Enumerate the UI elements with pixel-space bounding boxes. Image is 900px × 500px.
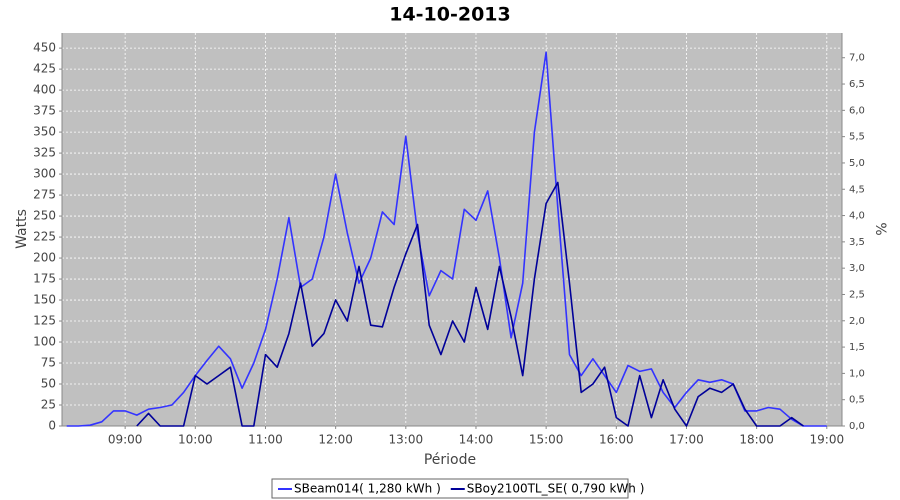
y-tick-label: 400 bbox=[33, 83, 56, 97]
x-tick-label: 17:00 bbox=[669, 433, 704, 447]
legend bbox=[271, 478, 629, 499]
series-line bbox=[66, 51, 827, 427]
legend-label: SBeam014( 1,280 kWh ) bbox=[294, 482, 441, 496]
y2-tick-label: 5,0 bbox=[849, 158, 865, 169]
y-tick-label: 125 bbox=[33, 314, 56, 328]
y-tick-label: 225 bbox=[33, 230, 56, 244]
x-tick-label: 09:00 bbox=[108, 433, 143, 447]
x-axis-label: Période bbox=[424, 452, 476, 468]
y-tick-label: 150 bbox=[33, 293, 56, 307]
y-tick-label: 175 bbox=[33, 272, 56, 286]
y-tick-label: 75 bbox=[41, 356, 56, 370]
y2-tick-label: 4,5 bbox=[849, 184, 865, 195]
x-tick-label: 10:00 bbox=[178, 433, 213, 447]
x-tick-label: 14:00 bbox=[459, 433, 494, 447]
y2-tick-label: 3,5 bbox=[849, 237, 865, 248]
x-tick-label: 11:00 bbox=[248, 433, 283, 447]
x-tick-label: 18:00 bbox=[739, 433, 774, 447]
y2-tick-label: 7,0 bbox=[849, 53, 865, 64]
y-tick-label: 50 bbox=[41, 377, 56, 391]
y-tick-label: 450 bbox=[33, 41, 56, 55]
y2-tick-label: 2,0 bbox=[849, 316, 865, 327]
y2-tick-label: 6,5 bbox=[849, 79, 865, 90]
y-tick-label: 300 bbox=[33, 167, 56, 181]
y2-tick-label: 0,0 bbox=[849, 421, 865, 432]
chart-title: 14-10-2013 bbox=[389, 4, 511, 26]
x-tick-label: 16:00 bbox=[599, 433, 634, 447]
legend-label: SBoy2100TL_SE( 0,790 kWh ) bbox=[467, 482, 645, 496]
y2-tick-label: 0,5 bbox=[849, 395, 865, 406]
y-tick-label: 425 bbox=[33, 62, 56, 76]
y2-tick-label: 3,0 bbox=[849, 263, 865, 274]
x-tick-label: 15:00 bbox=[529, 433, 564, 447]
y-tick-label: 325 bbox=[33, 146, 56, 160]
y2-tick-label: 2,5 bbox=[849, 289, 865, 300]
plot-area bbox=[62, 33, 842, 426]
y2-tick-label: 5,5 bbox=[849, 132, 865, 143]
y2-axis-label: % bbox=[872, 222, 888, 235]
y-tick-label: 100 bbox=[33, 335, 56, 349]
series-line bbox=[136, 181, 804, 427]
y-tick-label: 25 bbox=[41, 398, 56, 412]
x-tick-label: 12:00 bbox=[318, 433, 353, 447]
y-axis-label: Watts bbox=[14, 209, 30, 249]
y-tick-label: 250 bbox=[33, 209, 56, 223]
y-tick-label: 275 bbox=[33, 188, 56, 202]
x-tick-label: 13:00 bbox=[389, 433, 424, 447]
y-tick-label: 375 bbox=[33, 104, 56, 118]
y-tick-label: 0 bbox=[48, 419, 56, 433]
x-tick-label: 19:00 bbox=[810, 433, 845, 447]
y2-tick-label: 4,0 bbox=[849, 211, 865, 222]
y-tick-label: 350 bbox=[33, 125, 56, 139]
y2-tick-label: 6,0 bbox=[849, 105, 865, 116]
y2-tick-label: 1,0 bbox=[849, 368, 865, 379]
y2-tick-label: 1,5 bbox=[849, 342, 865, 353]
y-tick-label: 200 bbox=[33, 251, 56, 265]
